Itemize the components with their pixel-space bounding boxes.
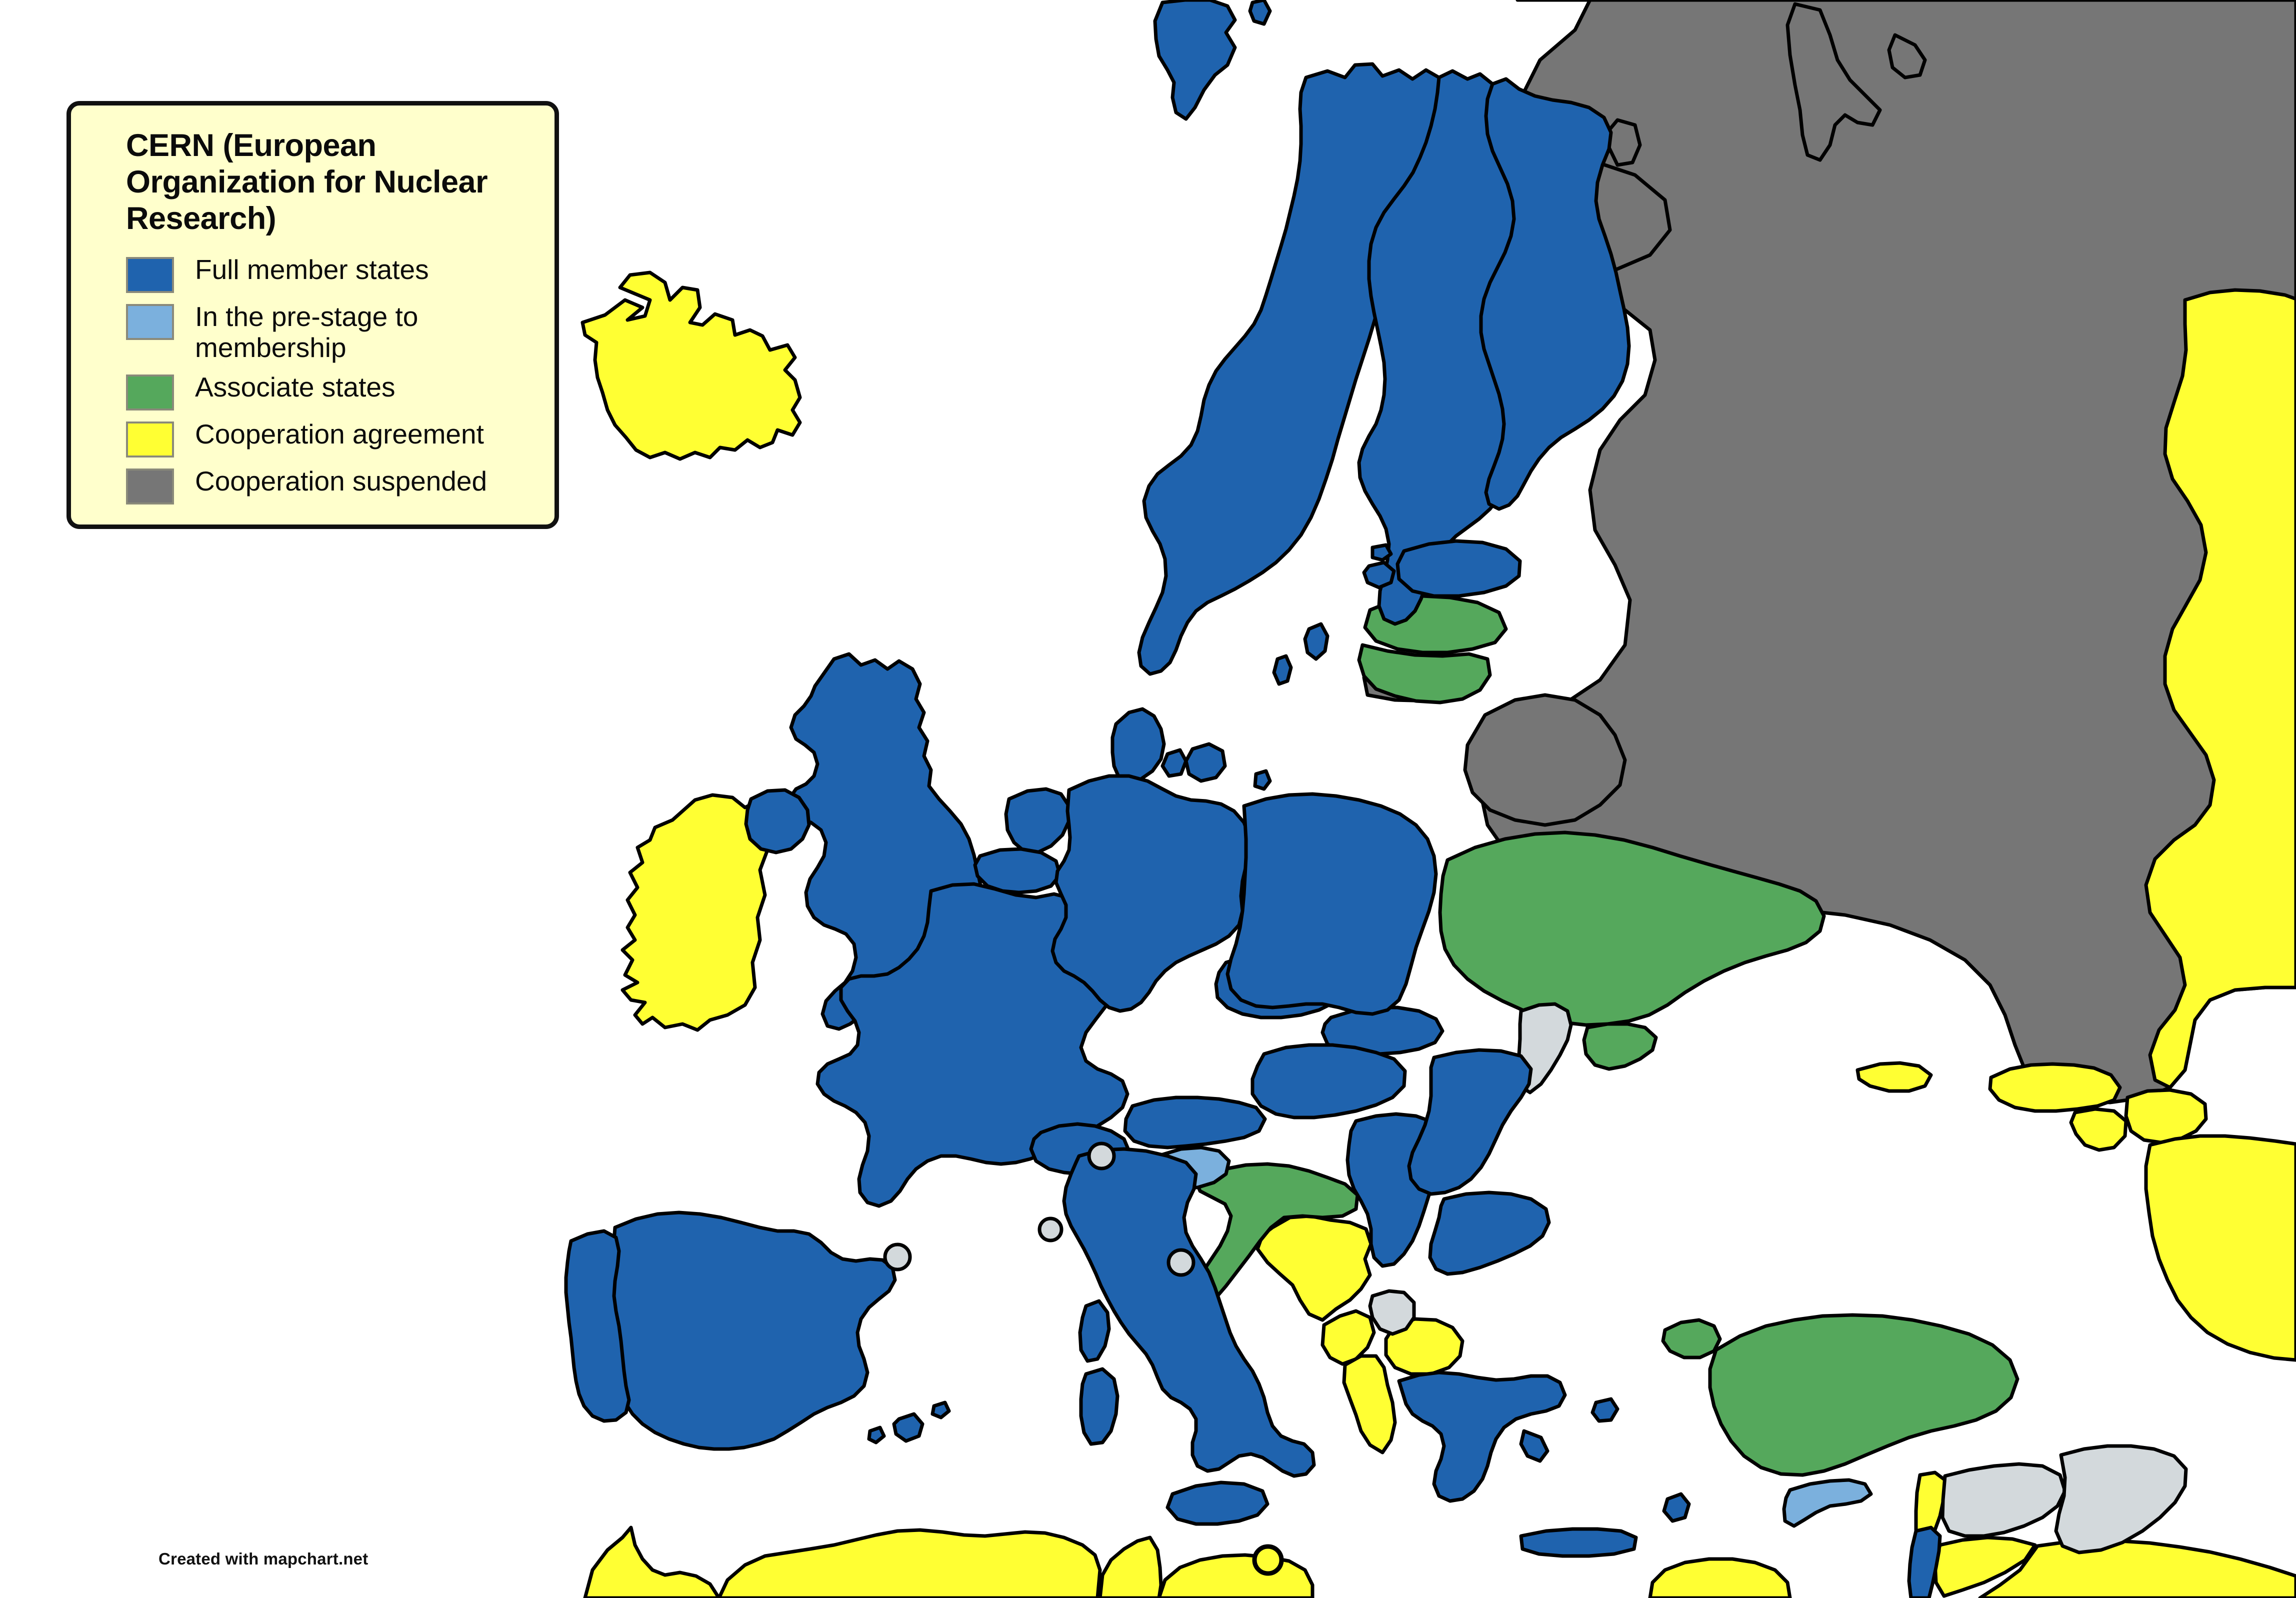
island-novaya-zemlya-south[interactable]: [1887, 33, 1927, 80]
legend-item-full-member[interactable]: Full member states: [126, 254, 534, 294]
country-romania[interactable]: [1407, 1048, 1533, 1196]
island-crete[interactable]: [1519, 1527, 1638, 1558]
legend-item-associate[interactable]: Associate states: [126, 372, 534, 410]
island-svalbard[interactable]: [1153, 0, 1237, 121]
country-iraq[interactable]: [2054, 1444, 2188, 1554]
country-hungary[interactable]: [1250, 1043, 1407, 1120]
country-syria[interactable]: [1940, 1462, 2067, 1538]
island-corsica[interactable]: [1078, 1299, 1111, 1363]
marker-san-marino[interactable]: [1166, 1248, 1196, 1277]
country-estonia[interactable]: [1396, 539, 1522, 598]
country-germany[interactable]: [1050, 774, 1251, 1013]
country-turkey-thrace[interactable]: [1661, 1318, 1722, 1360]
country-iran[interactable]: [2144, 1134, 2296, 1362]
island-rhodes[interactable]: [1662, 1492, 1691, 1523]
island-sicily[interactable]: [1166, 1480, 1270, 1526]
region-kosovo[interactable]: [1368, 1289, 1416, 1336]
region-group-cooperation: [580, 270, 2296, 1598]
country-poland[interactable]: [1226, 792, 1438, 1016]
country-north-macedonia[interactable]: [1384, 1317, 1464, 1376]
country-croatia[interactable]: [1187, 1162, 1360, 1313]
region-northern-ireland[interactable]: [744, 788, 811, 854]
country-greece[interactable]: [1397, 1370, 1567, 1503]
country-azerbaijan[interactable]: [2124, 1088, 2208, 1144]
marker-malta[interactable]: [1252, 1544, 1284, 1576]
island-kolguyev[interactable]: [1607, 118, 1642, 167]
island-gotland[interactable]: [1303, 622, 1330, 661]
country-kazakhstan[interactable]: [2144, 288, 2296, 1090]
legend-item-suspended[interactable]: Cooperation suspended: [126, 466, 534, 504]
legend-label-full-member: Full member states: [195, 254, 429, 286]
country-belgium[interactable]: [973, 847, 1062, 894]
legend-label-associate: Associate states: [195, 371, 396, 402]
attribution-text: Created with mapchart.net: [158, 1550, 368, 1568]
legend-item-cooperation[interactable]: Cooperation agreement: [126, 418, 534, 458]
legend-swatch-suspended: [126, 468, 174, 504]
country-israel[interactable]: [1907, 1526, 1942, 1598]
country-lithuania[interactable]: [1357, 643, 1492, 704]
country-armenia[interactable]: [2069, 1107, 2128, 1152]
country-turkey-nw-sliver[interactable]: [1856, 1061, 1933, 1093]
country-austria[interactable]: [1123, 1096, 1267, 1150]
legend-swatch-cooperation: [126, 421, 174, 458]
region-group-full-member: [564, 0, 1942, 1598]
country-jordan[interactable]: [1933, 1536, 2037, 1598]
country-cyprus[interactable]: [1782, 1478, 1873, 1528]
country-finland[interactable]: [1479, 77, 1631, 511]
country-turkey[interactable]: [1708, 1313, 2020, 1477]
country-italy[interactable]: [1062, 1147, 1316, 1478]
country-ukraine[interactable]: [1438, 830, 1826, 1027]
country-bulgaria[interactable]: [1428, 1190, 1551, 1276]
marker-andorra[interactable]: [883, 1242, 912, 1272]
island-sardinia[interactable]: [1079, 1367, 1120, 1446]
legend-title: CERN (European Organization for Nuclear …: [126, 128, 488, 236]
country-georgia[interactable]: [1988, 1062, 2122, 1113]
legend-label-pre-stage: In the pre-stage to membership: [195, 301, 418, 364]
map-legend: CERN (European Organization for Nuclear …: [66, 101, 559, 529]
country-algeria[interactable]: [717, 1528, 1102, 1598]
country-morocco[interactable]: [583, 1526, 721, 1598]
island-ibiza[interactable]: [867, 1426, 886, 1444]
island-funen-denmark[interactable]: [1160, 748, 1188, 778]
island-oland[interactable]: [1272, 654, 1293, 686]
legend-swatch-associate: [126, 374, 174, 410]
region-crimea[interactable]: [1582, 1022, 1658, 1071]
legend-label-cooperation: Cooperation agreement: [195, 418, 484, 450]
country-egypt[interactable]: [1648, 1557, 1792, 1598]
legend-label-suspended: Cooperation suspended: [195, 465, 488, 496]
island-bornholm[interactable]: [1253, 769, 1272, 791]
island-euboea[interactable]: [1519, 1429, 1550, 1463]
country-denmark[interactable]: [1110, 707, 1166, 784]
country-albania[interactable]: [1342, 1354, 1397, 1454]
region-group-associate: [1187, 594, 2020, 1477]
marker-liechtenstein[interactable]: [1087, 1142, 1116, 1170]
legend-item-pre-stage[interactable]: In the pre-stage to membership: [126, 301, 534, 363]
country-netherlands[interactable]: [1004, 787, 1071, 854]
island-saaremaa[interactable]: [1362, 560, 1396, 590]
island-lesbos[interactable]: [1590, 1397, 1620, 1423]
country-belarus[interactable]: [1463, 693, 1627, 827]
island-menorca[interactable]: [930, 1400, 951, 1420]
legend-swatch-full-member: [126, 257, 174, 294]
country-montenegro[interactable]: [1320, 1309, 1376, 1366]
marker-monaco[interactable]: [1038, 1216, 1064, 1242]
country-bosnia-herzegovina[interactable]: [1256, 1214, 1373, 1322]
island-novaya-zemlya[interactable]: [1786, 2, 1882, 162]
legend-swatch-pre-stage: [126, 304, 174, 340]
island-svalbard-east[interactable]: [1248, 0, 1272, 26]
microstate-markers: [883, 1142, 1284, 1576]
island-zealand-denmark[interactable]: [1184, 742, 1227, 783]
country-portugal[interactable]: [564, 1229, 631, 1423]
country-iceland[interactable]: [580, 270, 802, 461]
island-hiiumaa[interactable]: [1370, 543, 1393, 562]
island-mallorca[interactable]: [892, 1412, 924, 1443]
